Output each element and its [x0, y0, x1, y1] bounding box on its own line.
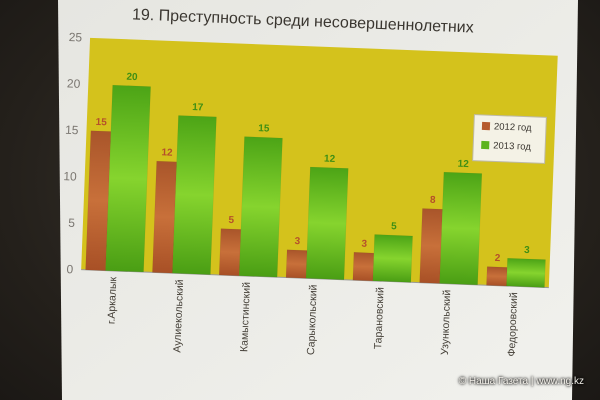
value-label: 3 [524, 245, 530, 256]
category-label: Федоровский [506, 292, 520, 357]
value-label: 8 [430, 195, 436, 206]
legend-label: 2013 год [493, 140, 531, 152]
y-tick-label: 5 [68, 216, 76, 230]
y-tick-label: 25 [68, 30, 82, 45]
y-tick-label: 0 [66, 262, 74, 276]
photo-credit: © Наша Газета | www.ng.kz [458, 376, 584, 387]
bar-series2 [238, 136, 283, 278]
y-axis: 0 5 10 15 20 25 [63, 30, 83, 276]
bar-series1 [352, 252, 375, 282]
bar-series2 [439, 171, 483, 286]
category-label: Аулиекольский [171, 279, 186, 353]
category-label: Тарановский [372, 287, 386, 350]
bar-series2 [305, 166, 349, 281]
value-label: 3 [361, 239, 367, 250]
bar-series2 [372, 234, 413, 283]
legend-box [472, 114, 547, 164]
y-tick-label: 10 [63, 169, 77, 184]
bar-series1 [486, 266, 508, 287]
bar-series1 [419, 208, 443, 284]
value-label: 5 [391, 221, 397, 232]
value-label: 5 [228, 215, 234, 226]
y-tick-label: 20 [67, 76, 81, 91]
bar-series1 [285, 249, 308, 279]
category-label: Сарыкольский [305, 284, 320, 355]
legend: 2012 год 2013 год [472, 114, 547, 164]
value-label: 12 [161, 147, 173, 158]
legend-swatch [481, 140, 490, 150]
value-label: 15 [95, 117, 107, 128]
legend-label: 2012 год [494, 121, 532, 133]
value-labels: 15 20 12 17 5 15 3 12 3 5 8 12 2 3 [95, 72, 530, 264]
bar-series2 [172, 115, 217, 275]
bar-series2 [105, 84, 151, 273]
category-label: Узункольский [439, 289, 454, 355]
bar-series2 [506, 257, 546, 288]
legend-swatch [481, 121, 491, 131]
value-label: 2 [495, 253, 501, 264]
value-label: 20 [126, 72, 138, 83]
y-tick-label: 15 [65, 123, 79, 138]
value-label: 15 [258, 123, 270, 134]
category-label: г.Аркалык [106, 276, 120, 324]
value-label: 3 [294, 236, 300, 247]
value-label: 17 [192, 102, 204, 113]
value-label: 12 [457, 159, 469, 170]
bar-series1 [218, 228, 242, 276]
bar-series [85, 84, 546, 288]
category-label: Камыстинский [238, 282, 253, 353]
value-label: 12 [324, 153, 336, 164]
category-labels: г.Аркалык Аулиекольский Камыстинский Сарыко… [106, 276, 521, 357]
